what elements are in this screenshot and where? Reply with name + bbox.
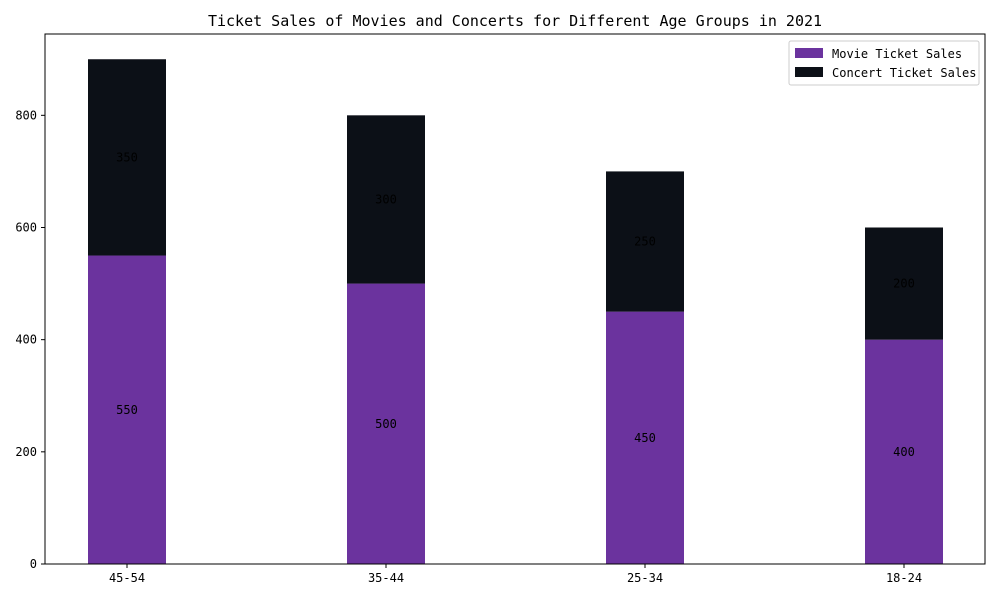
data-label-35-44-series-0: 500 [375, 417, 397, 431]
data-label-25-34-series-0: 450 [634, 431, 656, 445]
data-label-35-44-series-1: 300 [375, 192, 397, 206]
y-tick-label-200: 200 [15, 445, 37, 459]
x-tick-label-45-54: 45-54 [109, 571, 145, 585]
chart-title: Ticket Sales of Movies and Concerts for … [208, 12, 822, 30]
data-label-45-54-series-1: 350 [116, 150, 138, 164]
y-tick-label-400: 400 [15, 333, 37, 347]
legend-swatch-0 [795, 48, 823, 58]
x-tick-label-25-34: 25-34 [627, 571, 663, 585]
data-label-18-24-series-0: 400 [893, 445, 915, 459]
bars-layer [88, 59, 943, 564]
y-tick-label-0: 0 [30, 557, 37, 571]
y-tick-label-800: 800 [15, 108, 37, 122]
plot-frame [45, 34, 985, 564]
legend: Movie Ticket Sales Concert Ticket Sales [789, 41, 979, 85]
data-label-45-54-series-0: 550 [116, 403, 138, 417]
data-label-25-34-series-1: 250 [634, 235, 656, 249]
data-labels-layer: 550 350 500 300 450 250 400 200 [116, 150, 915, 458]
legend-label-1: Concert Ticket Sales [832, 66, 977, 80]
x-tick-label-35-44: 35-44 [368, 571, 404, 585]
legend-label-0: Movie Ticket Sales [832, 47, 962, 61]
data-label-18-24-series-1: 200 [893, 277, 915, 291]
legend-swatch-1 [795, 67, 823, 77]
x-tick-label-18-24: 18-24 [886, 571, 922, 585]
y-tick-label-600: 600 [15, 220, 37, 234]
